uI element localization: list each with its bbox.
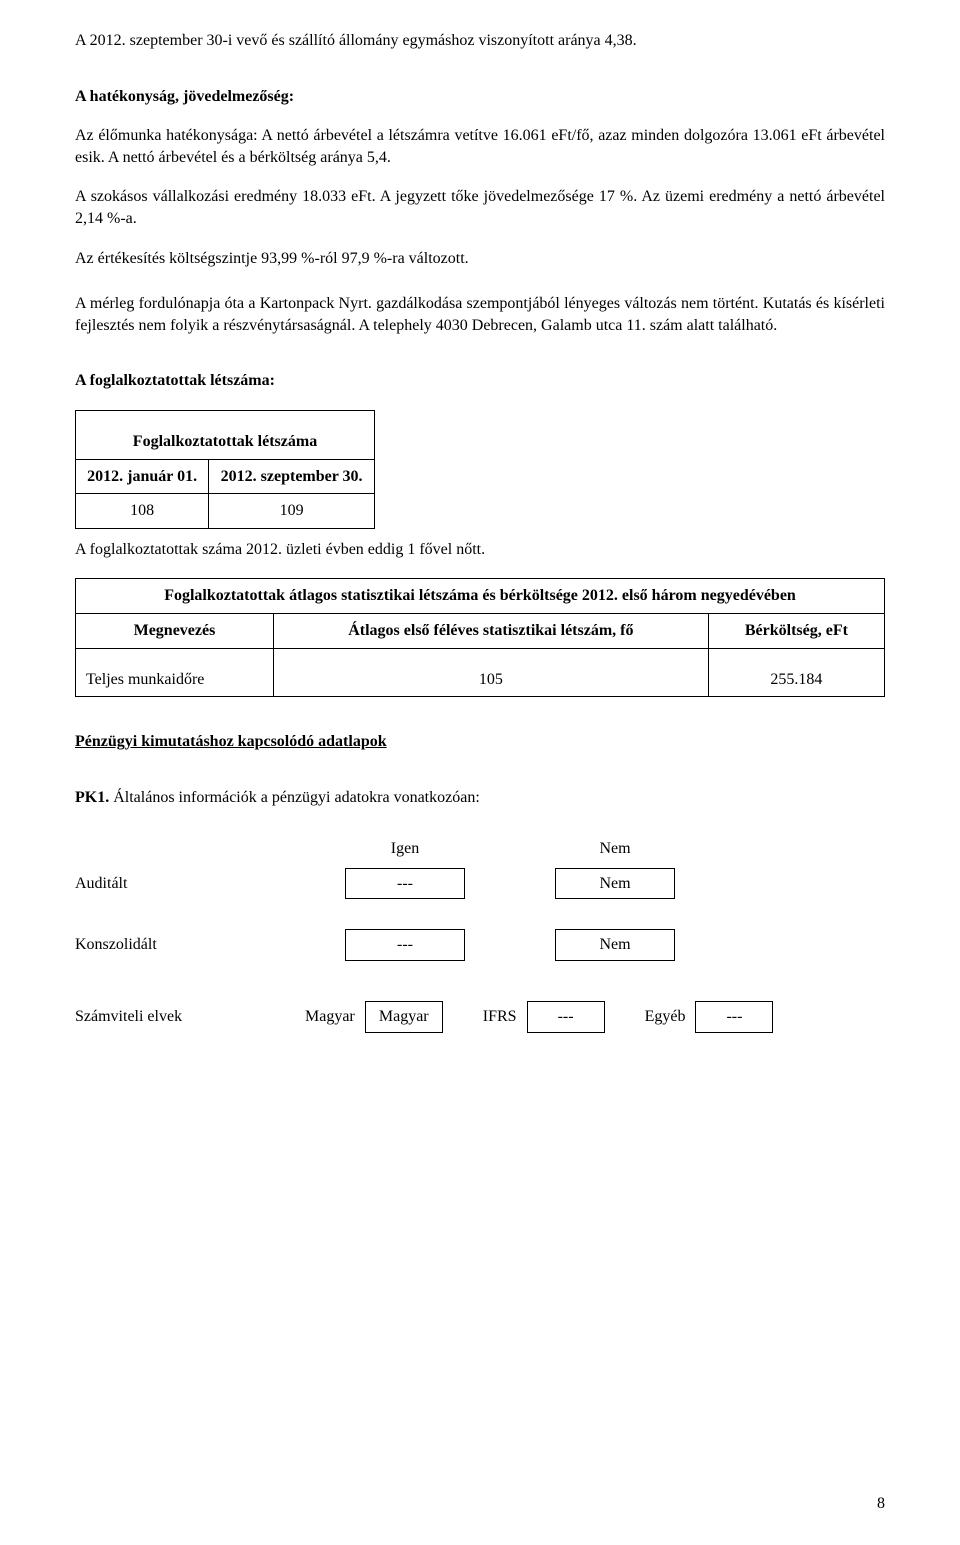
stats-r1c3: 255.184 (708, 648, 884, 697)
stats-table-title: Foglalkoztatottak átlagos statisztikai l… (76, 579, 885, 614)
employees-val1: 108 (76, 494, 209, 529)
audited-label: Auditált (75, 873, 345, 895)
paragraph-labor-efficiency: Az élőmunka hatékonysága: A nettó árbevé… (75, 125, 885, 168)
paragraph-balance-sheet: A mérleg fordulónapja óta a Kartonpack N… (75, 293, 885, 336)
heading-efficiency: A hatékonyság, jövedelmezőség: (75, 86, 885, 108)
heading-financial-sheets: Pénzügyi kimutatáshoz kapcsolódó adatlap… (75, 731, 885, 753)
stats-table: Foglalkoztatottak átlagos statisztikai l… (75, 578, 885, 697)
ifrs-pair: IFRS --- (483, 1001, 605, 1033)
employees-col2-header: 2012. szeptember 30. (209, 459, 375, 494)
consolidated-nem-box: Nem (555, 929, 675, 961)
table-row: 108 109 (76, 494, 375, 529)
consolidated-label: Konszolidált (75, 934, 345, 956)
audited-row: Auditált --- Nem (75, 868, 885, 900)
audited-nem-box: Nem (555, 868, 675, 900)
accounting-label: Számviteli elvek (75, 1006, 305, 1028)
pk1-line: PK1. Általános információk a pénzügyi ad… (75, 787, 885, 809)
table-row: Foglalkoztatottak létszáma (76, 410, 375, 459)
header-igen: Igen (345, 838, 465, 860)
table-row: Foglalkoztatottak átlagos statisztikai l… (76, 579, 885, 614)
stats-h3: Bérköltség, eFt (708, 613, 884, 648)
heading-employees: A foglalkoztatottak létszáma: (75, 370, 885, 392)
ifrs-box: --- (527, 1001, 605, 1033)
table-row: 2012. január 01. 2012. szeptember 30. (76, 459, 375, 494)
document-page: A 2012. szeptember 30-i vevő és szállító… (0, 0, 960, 1545)
employees-table-title: Foglalkoztatottak létszáma (76, 410, 375, 459)
stats-h2: Átlagos első féléves statisztikai létszá… (273, 613, 708, 648)
stats-r1c2: 105 (273, 648, 708, 697)
paragraph-cost-level: Az értékesítés költségszintje 93,99 %-ró… (75, 248, 885, 270)
table-row: Teljes munkaidőre 105 255.184 (76, 648, 885, 697)
page-number: 8 (877, 1493, 885, 1515)
pk-header-row: Igen Nem (75, 838, 885, 860)
consolidated-row: Konszolidált --- Nem (75, 929, 885, 961)
table-row: Megnevezés Átlagos első féléves statiszt… (76, 613, 885, 648)
paragraph-profitability: A szokásos vállalkozási eredmény 18.033 … (75, 186, 885, 229)
employees-val2: 109 (209, 494, 375, 529)
consolidated-igen-box: --- (345, 929, 465, 961)
paragraph-ratio: A 2012. szeptember 30-i vevő és szállító… (75, 30, 885, 52)
employees-col1-header: 2012. január 01. (76, 459, 209, 494)
magyar-box: Magyar (365, 1001, 443, 1033)
egyeb-pair: Egyéb --- (645, 1001, 774, 1033)
magyar-pair: Magyar Magyar (305, 1001, 443, 1033)
pk1-prefix: PK1. (75, 789, 109, 806)
ifrs-label: IFRS (483, 1006, 517, 1028)
magyar-label: Magyar (305, 1006, 355, 1028)
paragraph-employee-change: A foglalkoztatottak száma 2012. üzleti é… (75, 539, 885, 561)
stats-h1: Megnevezés (76, 613, 274, 648)
header-nem: Nem (555, 838, 675, 860)
audited-igen-box: --- (345, 868, 465, 900)
stats-r1c1: Teljes munkaidőre (76, 648, 274, 697)
employees-table: Foglalkoztatottak létszáma 2012. január … (75, 410, 375, 529)
egyeb-label: Egyéb (645, 1006, 686, 1028)
accounting-principles-row: Számviteli elvek Magyar Magyar IFRS --- … (75, 1001, 885, 1033)
egyeb-box: --- (695, 1001, 773, 1033)
pk1-text: Általános információk a pénzügyi adatokr… (109, 789, 480, 806)
